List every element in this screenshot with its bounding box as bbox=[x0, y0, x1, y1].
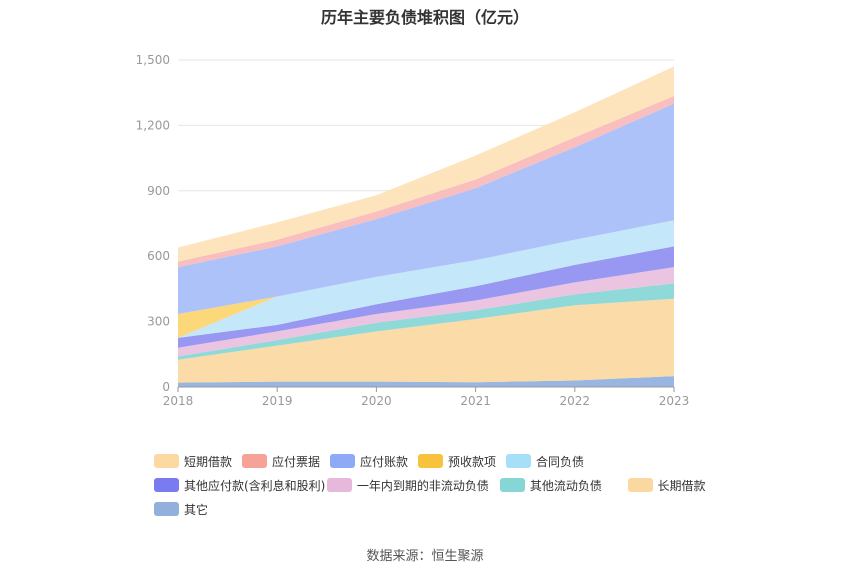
y-tick-label: 1,500 bbox=[136, 53, 170, 67]
legend-swatch bbox=[418, 454, 443, 468]
x-tick-label: 2023 bbox=[659, 394, 690, 408]
legend-swatch bbox=[242, 454, 267, 468]
legend-label: 应付票据 bbox=[272, 454, 321, 469]
legend-item[interactable]: 应付票据 bbox=[242, 453, 330, 470]
legend-item[interactable]: 一年内到期的非流动负债 bbox=[326, 477, 500, 494]
area-series[interactable] bbox=[178, 220, 674, 338]
x-tick-label: 2019 bbox=[262, 394, 293, 408]
legend-swatch bbox=[330, 454, 355, 468]
legend-swatch bbox=[499, 478, 525, 492]
x-tick-label: 2022 bbox=[560, 394, 591, 408]
legend-label: 短期借款 bbox=[184, 454, 233, 469]
legend-label: 其他流动负债 bbox=[529, 478, 602, 493]
legend-item[interactable]: 其他流动负债 bbox=[499, 477, 628, 494]
data-source-note: 数据来源：恒生聚源 bbox=[366, 549, 484, 564]
y-tick-label: 1,200 bbox=[136, 118, 170, 132]
legend-label: 预收款项 bbox=[448, 454, 497, 469]
y-tick-label: 600 bbox=[147, 249, 170, 263]
area-series[interactable] bbox=[178, 66, 674, 262]
y-tick-label: 900 bbox=[147, 184, 170, 198]
area-series-group bbox=[178, 66, 674, 387]
legend-label: 长期借款 bbox=[657, 478, 706, 493]
legend-swatch bbox=[326, 478, 352, 492]
legend-item[interactable]: 应付账款 bbox=[330, 453, 418, 470]
x-tick-label: 2021 bbox=[460, 394, 491, 408]
area-series[interactable] bbox=[178, 103, 674, 314]
legend-row: 短期借款 应付票据 应付账款 预收款项 合同负债 bbox=[154, 449, 714, 473]
area-series[interactable] bbox=[178, 267, 674, 357]
legend-swatch bbox=[154, 478, 179, 492]
legend-label: 合同负债 bbox=[536, 454, 585, 469]
x-tick-label: 2020 bbox=[361, 394, 392, 408]
y-tick-label: 0 bbox=[162, 380, 170, 394]
x-tick-label: 2018 bbox=[163, 394, 194, 408]
legend-row: 其他应付款(含利息和股利) 一年内到期的非流动负债 其他流动负债 长期借款 bbox=[154, 473, 714, 497]
legend-label: 应付账款 bbox=[360, 454, 409, 469]
area-series[interactable] bbox=[178, 298, 674, 383]
area-series[interactable] bbox=[178, 376, 674, 387]
legend-item[interactable]: 长期借款 bbox=[627, 477, 714, 494]
legend-label: 一年内到期的非流动负债 bbox=[356, 478, 489, 493]
legend-swatch bbox=[154, 454, 179, 468]
axes: 0 300 600 900 1,200 1,500 2018 2019 2020 2021 2022… bbox=[136, 53, 690, 408]
legend-swatch bbox=[506, 454, 531, 468]
legend-swatch bbox=[627, 478, 653, 492]
legend-item[interactable]: 合同负债 bbox=[506, 453, 594, 470]
area-series[interactable] bbox=[178, 283, 674, 360]
legend-item[interactable]: 其他应付款(含利息和股利) bbox=[154, 477, 327, 494]
legend-item[interactable]: 预收款项 bbox=[418, 453, 506, 470]
legend: 短期借款 应付票据 应付账款 预收款项 合同负债其他应付款(含利息和股利) 一年内到期的非… bbox=[154, 449, 714, 521]
chart-title: 历年主要负债堆积图（亿元） bbox=[320, 8, 529, 27]
legend-label: 其他应付款(含利息和股利) bbox=[184, 478, 326, 493]
legend-item[interactable]: 短期借款 bbox=[154, 453, 242, 470]
y-tick-label: 300 bbox=[147, 315, 170, 329]
area-series[interactable] bbox=[178, 246, 674, 348]
legend-swatch bbox=[154, 502, 179, 516]
legend-row: 其它 bbox=[154, 497, 714, 521]
legend-label: 其它 bbox=[184, 502, 209, 517]
legend-item[interactable]: 其它 bbox=[154, 501, 242, 518]
